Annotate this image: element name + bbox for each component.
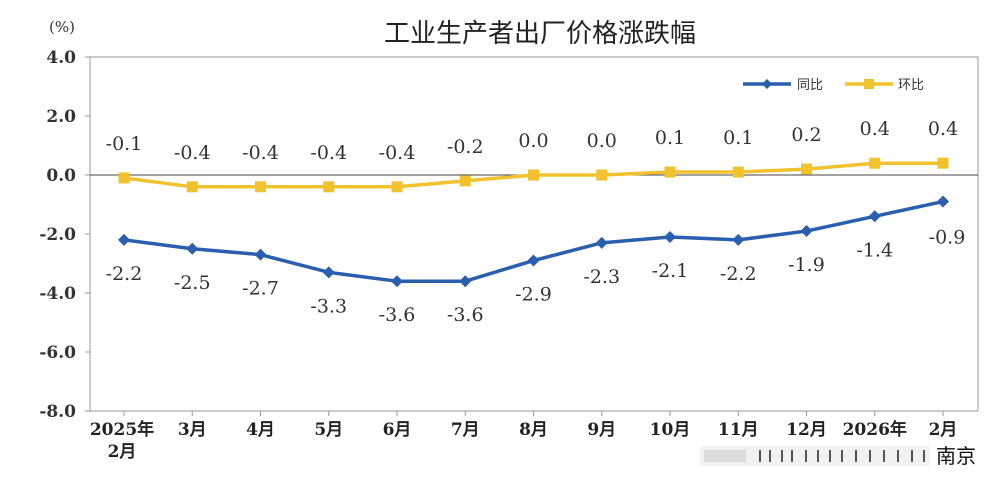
data-point [186, 242, 199, 255]
y-tick-label: 0.0 [46, 166, 76, 186]
y-tick-label: -6.0 [39, 343, 76, 363]
x-tick-label: 4月 [246, 420, 275, 440]
data-label: -1.4 [856, 239, 893, 261]
x-tick-label: 12月 [786, 420, 827, 440]
x-tick-label: 5月 [314, 420, 343, 440]
data-point [800, 225, 813, 238]
data-point [869, 157, 881, 169]
data-label: -3.6 [379, 304, 416, 326]
data-point [937, 195, 949, 208]
data-point [732, 166, 744, 178]
y-tick-label: -2.0 [39, 225, 76, 245]
x-tick-label: 11月 [718, 420, 759, 440]
unit-label: (%) [49, 18, 75, 36]
data-label: 0.1 [723, 127, 753, 149]
data-point [868, 210, 881, 223]
data-point [323, 181, 335, 193]
chart-title: 工业生产者出厂价格涨跌幅 [384, 19, 696, 49]
data-point [801, 163, 812, 175]
x-tick-label: 7月 [451, 420, 480, 440]
data-label: 0.2 [791, 124, 821, 146]
data-label: -3.6 [447, 304, 484, 326]
y-tick-label: -8.0 [39, 402, 76, 422]
data-label: -0.4 [242, 142, 279, 164]
data-label: -2.5 [174, 272, 211, 294]
x-tick-label: 10月 [650, 420, 691, 440]
data-label: -2.9 [515, 284, 552, 306]
data-label: -0.9 [929, 227, 966, 249]
x-tick-label: 9月 [587, 420, 616, 440]
data-label: -0.4 [379, 142, 416, 164]
legend-marker [864, 79, 874, 89]
y-tick-label: 2.0 [46, 107, 76, 127]
data-point [459, 175, 471, 187]
data-label: -0.2 [447, 136, 484, 158]
data-point [527, 254, 540, 267]
x-tick-label: 2月 [929, 420, 958, 440]
x-tick-label: 8月 [519, 420, 548, 440]
data-point [664, 166, 676, 178]
watermark-text: 南京 [936, 444, 976, 468]
data-label: 0.4 [928, 118, 958, 140]
x-tick-label: 2月 [108, 442, 137, 462]
x-tick-label: 2026年 [843, 419, 907, 440]
data-point [118, 172, 130, 184]
data-point [254, 248, 267, 261]
x-tick-label: 2025年 [90, 419, 154, 440]
data-label: 0.4 [860, 118, 890, 140]
data-point [391, 275, 403, 288]
data-point [322, 266, 335, 279]
y-tick-label: -4.0 [39, 284, 76, 304]
plot-frame [89, 56, 979, 412]
data-label: -2.2 [720, 263, 757, 285]
data-point [937, 157, 949, 169]
legend-label: 环比 [898, 78, 924, 93]
data-label: 0.0 [518, 130, 548, 152]
data-label: -1.9 [788, 254, 825, 276]
watermark: 南京 [700, 444, 976, 468]
data-labels: -2.2 -2.5 -2.7 -3.3 -3.6 -3.6 -2.9 -2.3 -2.1 -2.2… [106, 118, 966, 326]
data-label: -3.3 [310, 295, 347, 317]
data-label: -2.2 [106, 263, 143, 285]
x-tick-label: 6月 [383, 420, 412, 440]
data-point [118, 233, 130, 246]
data-point [732, 233, 745, 246]
data-label: -0.1 [106, 133, 143, 155]
data-point [186, 181, 198, 193]
data-point [528, 169, 539, 181]
legend-label: 同比 [797, 78, 823, 93]
data-label: -2.1 [652, 260, 689, 282]
data-label: -0.4 [310, 142, 347, 164]
data-point [459, 275, 472, 288]
data-label: 0.0 [587, 130, 617, 152]
data-label: -0.4 [174, 142, 211, 164]
data-point [391, 181, 403, 193]
series-lines [118, 157, 949, 288]
data-label: -2.7 [242, 278, 279, 300]
data-point [664, 230, 676, 243]
data-point [255, 181, 266, 193]
legend: 同比 环比 [743, 78, 924, 93]
y-tick-label: 4.0 [46, 48, 76, 68]
data-label: -2.3 [583, 266, 620, 288]
x-tick-label: 3月 [178, 420, 207, 440]
legend-marker [762, 79, 772, 89]
data-label: 0.1 [655, 127, 685, 149]
data-point [595, 236, 608, 249]
data-point [596, 169, 608, 181]
watermark-logo-icon [700, 446, 930, 466]
